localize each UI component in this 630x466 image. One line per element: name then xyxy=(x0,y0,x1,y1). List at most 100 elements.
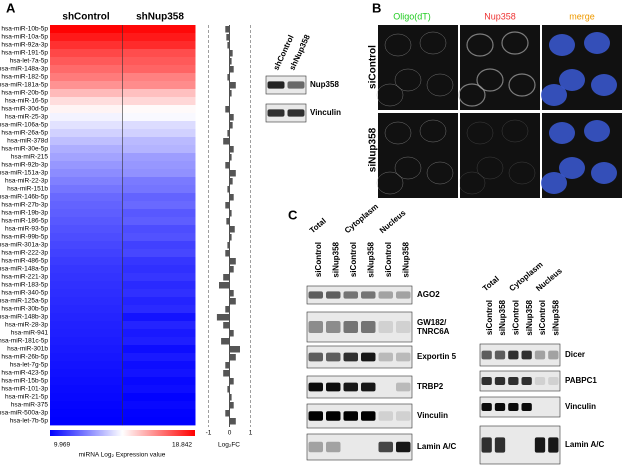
heatmap-cell xyxy=(122,217,196,226)
fc-bar xyxy=(227,130,230,137)
heatmap-cell xyxy=(122,81,196,90)
row-label: hsa-miR-378d xyxy=(7,138,48,145)
row-label: hsa-miR-26a-5p xyxy=(1,130,48,137)
blot xyxy=(479,343,561,367)
protein-label: Vinculin xyxy=(417,411,448,420)
heatmap-cell xyxy=(50,313,123,322)
band xyxy=(378,321,393,333)
heatmap-cell xyxy=(122,177,196,186)
fc-bar xyxy=(229,58,232,65)
band xyxy=(378,411,393,421)
fc-bar xyxy=(229,66,234,73)
band xyxy=(521,377,532,385)
nucleus xyxy=(591,74,617,96)
micrograph xyxy=(378,113,458,198)
heatmap-cell xyxy=(122,345,196,354)
band xyxy=(481,350,492,360)
fc-bar xyxy=(229,82,236,89)
colorbar-max: 18.842 xyxy=(172,442,192,449)
fc-bar xyxy=(229,210,232,217)
band xyxy=(267,109,285,117)
band xyxy=(494,437,506,453)
heatmap-cell xyxy=(50,73,123,82)
colorbar-label: miRNA Log₂ Expression value xyxy=(79,452,166,459)
heatmap-cell xyxy=(122,97,196,106)
band xyxy=(481,403,492,411)
row-label: hsa-miR-151b xyxy=(7,186,48,193)
nucleus xyxy=(394,156,422,180)
fc-bar xyxy=(229,194,234,201)
nucleus xyxy=(549,122,575,144)
blot xyxy=(306,375,413,399)
nucleus xyxy=(426,161,454,185)
nucleus xyxy=(458,171,486,195)
heatmap-cell xyxy=(50,121,123,130)
row-label: hsa-miR-186-5p xyxy=(1,218,48,225)
row-label: hsa-miR-146b-5p xyxy=(0,194,48,201)
fc-bar xyxy=(227,74,230,81)
fc-bar xyxy=(221,338,230,345)
protein-label: Nup358 xyxy=(310,80,339,89)
heatmap-cell xyxy=(122,201,196,210)
heatmap-cell xyxy=(50,217,123,226)
band xyxy=(308,291,323,299)
row-label: hsa-miR-16-5p xyxy=(5,98,48,105)
band xyxy=(534,437,546,453)
row-label: hsa-miR-148a-5p xyxy=(0,266,48,273)
fc-bar xyxy=(216,314,230,321)
heatmap-cell xyxy=(122,113,196,122)
protein-label: Lamin A/C xyxy=(417,442,456,451)
band xyxy=(548,350,559,360)
fc-bar xyxy=(229,330,234,337)
heatmap-cell xyxy=(122,65,196,74)
band xyxy=(378,291,393,299)
protein-label: PABPC1 xyxy=(565,376,597,385)
band xyxy=(494,350,506,360)
heatmap-cell xyxy=(122,353,196,362)
band xyxy=(396,352,411,362)
blot xyxy=(306,311,413,343)
fc-bar xyxy=(229,226,235,233)
lane-label: siControl xyxy=(349,242,358,277)
band xyxy=(508,350,519,360)
fc-bar xyxy=(229,146,234,153)
row-label: hsa-miR-30d-5p xyxy=(1,106,48,113)
band xyxy=(343,352,358,362)
fc-bar xyxy=(225,362,230,369)
band xyxy=(361,382,376,392)
band xyxy=(361,352,376,362)
heatmap-cell xyxy=(50,385,123,394)
heatmap-cell xyxy=(50,409,123,418)
heatmap-cell xyxy=(50,129,123,138)
fc-bar xyxy=(227,242,230,249)
row-label: hsa-miR-93-5p xyxy=(5,226,48,233)
heatmap-cell xyxy=(50,153,123,162)
lane-label: siControl xyxy=(538,300,547,335)
lane-label: siNup358 xyxy=(401,241,410,277)
row-label: hsa-miR-26b-5p xyxy=(1,354,48,361)
protein-label: Dicer xyxy=(565,350,585,359)
row-label: hsa-miR-30e-5p xyxy=(1,146,48,153)
heatmap-cell xyxy=(50,161,123,170)
band xyxy=(378,352,393,362)
nucleus xyxy=(501,119,529,143)
band xyxy=(396,321,411,333)
row-label: hsa-miR-486-5p xyxy=(1,258,48,265)
row-label: hsa-miR-148a-3p xyxy=(0,66,48,73)
fc-bar xyxy=(229,234,232,241)
protein-label: TRBP2 xyxy=(417,382,444,391)
fc-bar xyxy=(223,370,230,377)
band xyxy=(326,441,341,453)
micrograph xyxy=(378,25,458,110)
heatmap-cell xyxy=(50,49,123,58)
heatmap-cell xyxy=(50,169,123,178)
heatmap-cell xyxy=(50,81,123,90)
fc-bar xyxy=(225,106,230,113)
heatmap-cell xyxy=(122,161,196,170)
nucleus xyxy=(476,156,504,180)
panel-label: B xyxy=(372,0,381,15)
heatmap-cell xyxy=(50,241,123,250)
row-label: hsa-miR-183-5p xyxy=(1,282,48,289)
channel-label: Nup358 xyxy=(484,11,516,21)
